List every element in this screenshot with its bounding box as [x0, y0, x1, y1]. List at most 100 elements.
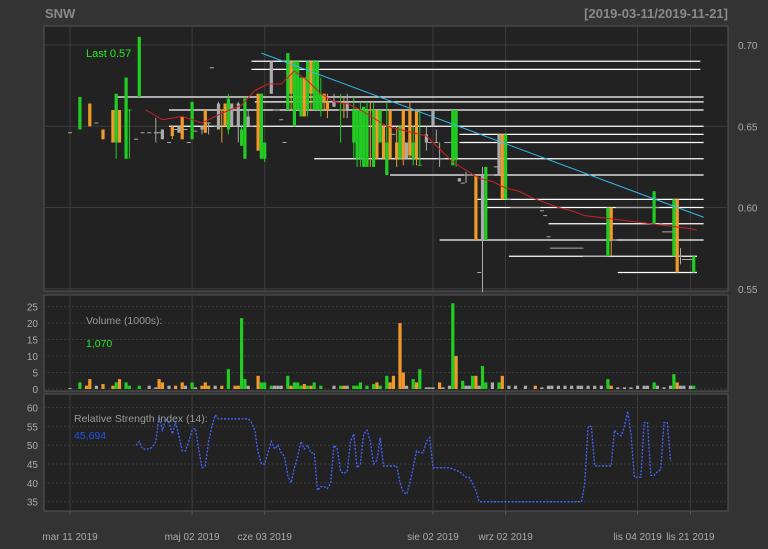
- candle-body: [408, 110, 412, 156]
- price-tick-label: 0.60: [738, 204, 758, 215]
- volume-bar: [296, 382, 300, 389]
- volume-bar: [243, 379, 247, 389]
- candle-body: [378, 110, 382, 143]
- volume-bar: [655, 385, 659, 389]
- volume-bar: [447, 385, 452, 389]
- candle-body: [312, 61, 316, 110]
- volume-bar: [546, 385, 551, 389]
- volume-bar: [616, 387, 620, 389]
- volume-bar: [220, 385, 224, 389]
- volume-bar: [372, 384, 376, 389]
- volume-bar: [213, 385, 217, 389]
- volume-bar: [540, 387, 544, 389]
- candle-body: [306, 61, 310, 110]
- volume-bar: [358, 382, 362, 389]
- x-tick-label: mar 11 2019: [42, 532, 98, 543]
- volume-bar: [147, 385, 151, 389]
- candle-body: [240, 129, 244, 146]
- volume-bar: [467, 385, 471, 389]
- volume-bar: [167, 385, 171, 389]
- volume-bar: [193, 387, 197, 389]
- candle-body: [358, 110, 362, 159]
- volume-bar: [94, 385, 98, 389]
- volume-bar: [688, 385, 692, 389]
- candle-body: [411, 142, 415, 159]
- candle-body: [395, 142, 399, 159]
- volume-bar: [183, 385, 188, 389]
- candle-body: [124, 77, 128, 159]
- volume-bar: [154, 387, 158, 389]
- volume-bar: [405, 385, 409, 389]
- volume-bar: [490, 382, 494, 389]
- volume-bar: [570, 385, 574, 389]
- candle-body: [345, 101, 349, 110]
- candle-body: [385, 142, 389, 175]
- volume-bar: [273, 385, 277, 389]
- rsi-tick-label: 50: [27, 441, 39, 452]
- volume-bar: [385, 375, 389, 389]
- candle-body: [322, 93, 326, 102]
- volume-bar: [207, 385, 211, 389]
- candle-body: [606, 207, 610, 257]
- volume-bar: [672, 374, 676, 389]
- rsi-tick-label: 35: [27, 498, 39, 509]
- volume-bar: [513, 385, 518, 389]
- volume-bar: [662, 387, 666, 389]
- volume-bar: [563, 385, 567, 389]
- volume-bar: [418, 369, 422, 389]
- volume-bar: [391, 375, 395, 389]
- volume-bar: [556, 385, 560, 389]
- candle-body: [414, 110, 419, 159]
- x-tick-label: sie 02 2019: [407, 532, 459, 543]
- candle-body: [372, 110, 376, 167]
- volume-bar: [226, 369, 230, 389]
- volume-bar: [342, 385, 346, 389]
- volume-bar: [263, 382, 267, 389]
- last-price-label: Last 0.57: [86, 48, 131, 60]
- volume-bar: [259, 382, 263, 389]
- volume-bar: [127, 385, 131, 389]
- candle-body: [457, 178, 461, 182]
- volume-bar: [246, 385, 250, 389]
- candle-body: [454, 110, 458, 159]
- price-tick-label: 0.65: [738, 122, 758, 133]
- volume-bar: [319, 385, 323, 389]
- volume-bar: [398, 323, 402, 389]
- candle-body: [289, 61, 293, 94]
- volume-bar: [622, 387, 626, 389]
- moving-average-line: [145, 70, 698, 231]
- candle-body: [315, 61, 320, 110]
- volume-bar: [507, 385, 511, 389]
- x-tick-label: maj 02 2019: [165, 532, 220, 543]
- volume-bar: [454, 356, 458, 389]
- volume-bar: [200, 385, 204, 389]
- volume-bar: [471, 375, 475, 389]
- volume-bar: [269, 385, 273, 389]
- volume-bar: [332, 385, 336, 389]
- volume-bar: [289, 385, 293, 389]
- volume-bar: [428, 387, 432, 389]
- x-tick-label: wrz 02 2019: [477, 532, 533, 543]
- candle-body: [180, 116, 184, 140]
- volume-bar: [312, 382, 316, 389]
- volume-bar: [636, 385, 640, 389]
- rsi-value: 45,694: [74, 430, 106, 442]
- candle-body: [114, 93, 118, 143]
- candle-body: [398, 126, 402, 159]
- candle-body: [259, 93, 263, 159]
- candle-body: [286, 53, 290, 110]
- candle-body: [309, 61, 313, 94]
- volume-bar: [606, 379, 610, 389]
- volume-bar: [441, 387, 445, 389]
- volume-tick-label: 15: [27, 336, 39, 347]
- rsi-panel: [43, 393, 729, 512]
- candle-body: [269, 61, 273, 94]
- volume-bar: [500, 375, 504, 389]
- volume-value: 1,070: [86, 338, 112, 350]
- candle-body: [381, 126, 386, 159]
- volume-bar: [629, 387, 633, 389]
- candle-body: [401, 110, 405, 159]
- x-tick-label: lis 21 2019: [666, 532, 715, 543]
- volume-bar: [675, 382, 679, 389]
- volume-bar: [533, 385, 537, 389]
